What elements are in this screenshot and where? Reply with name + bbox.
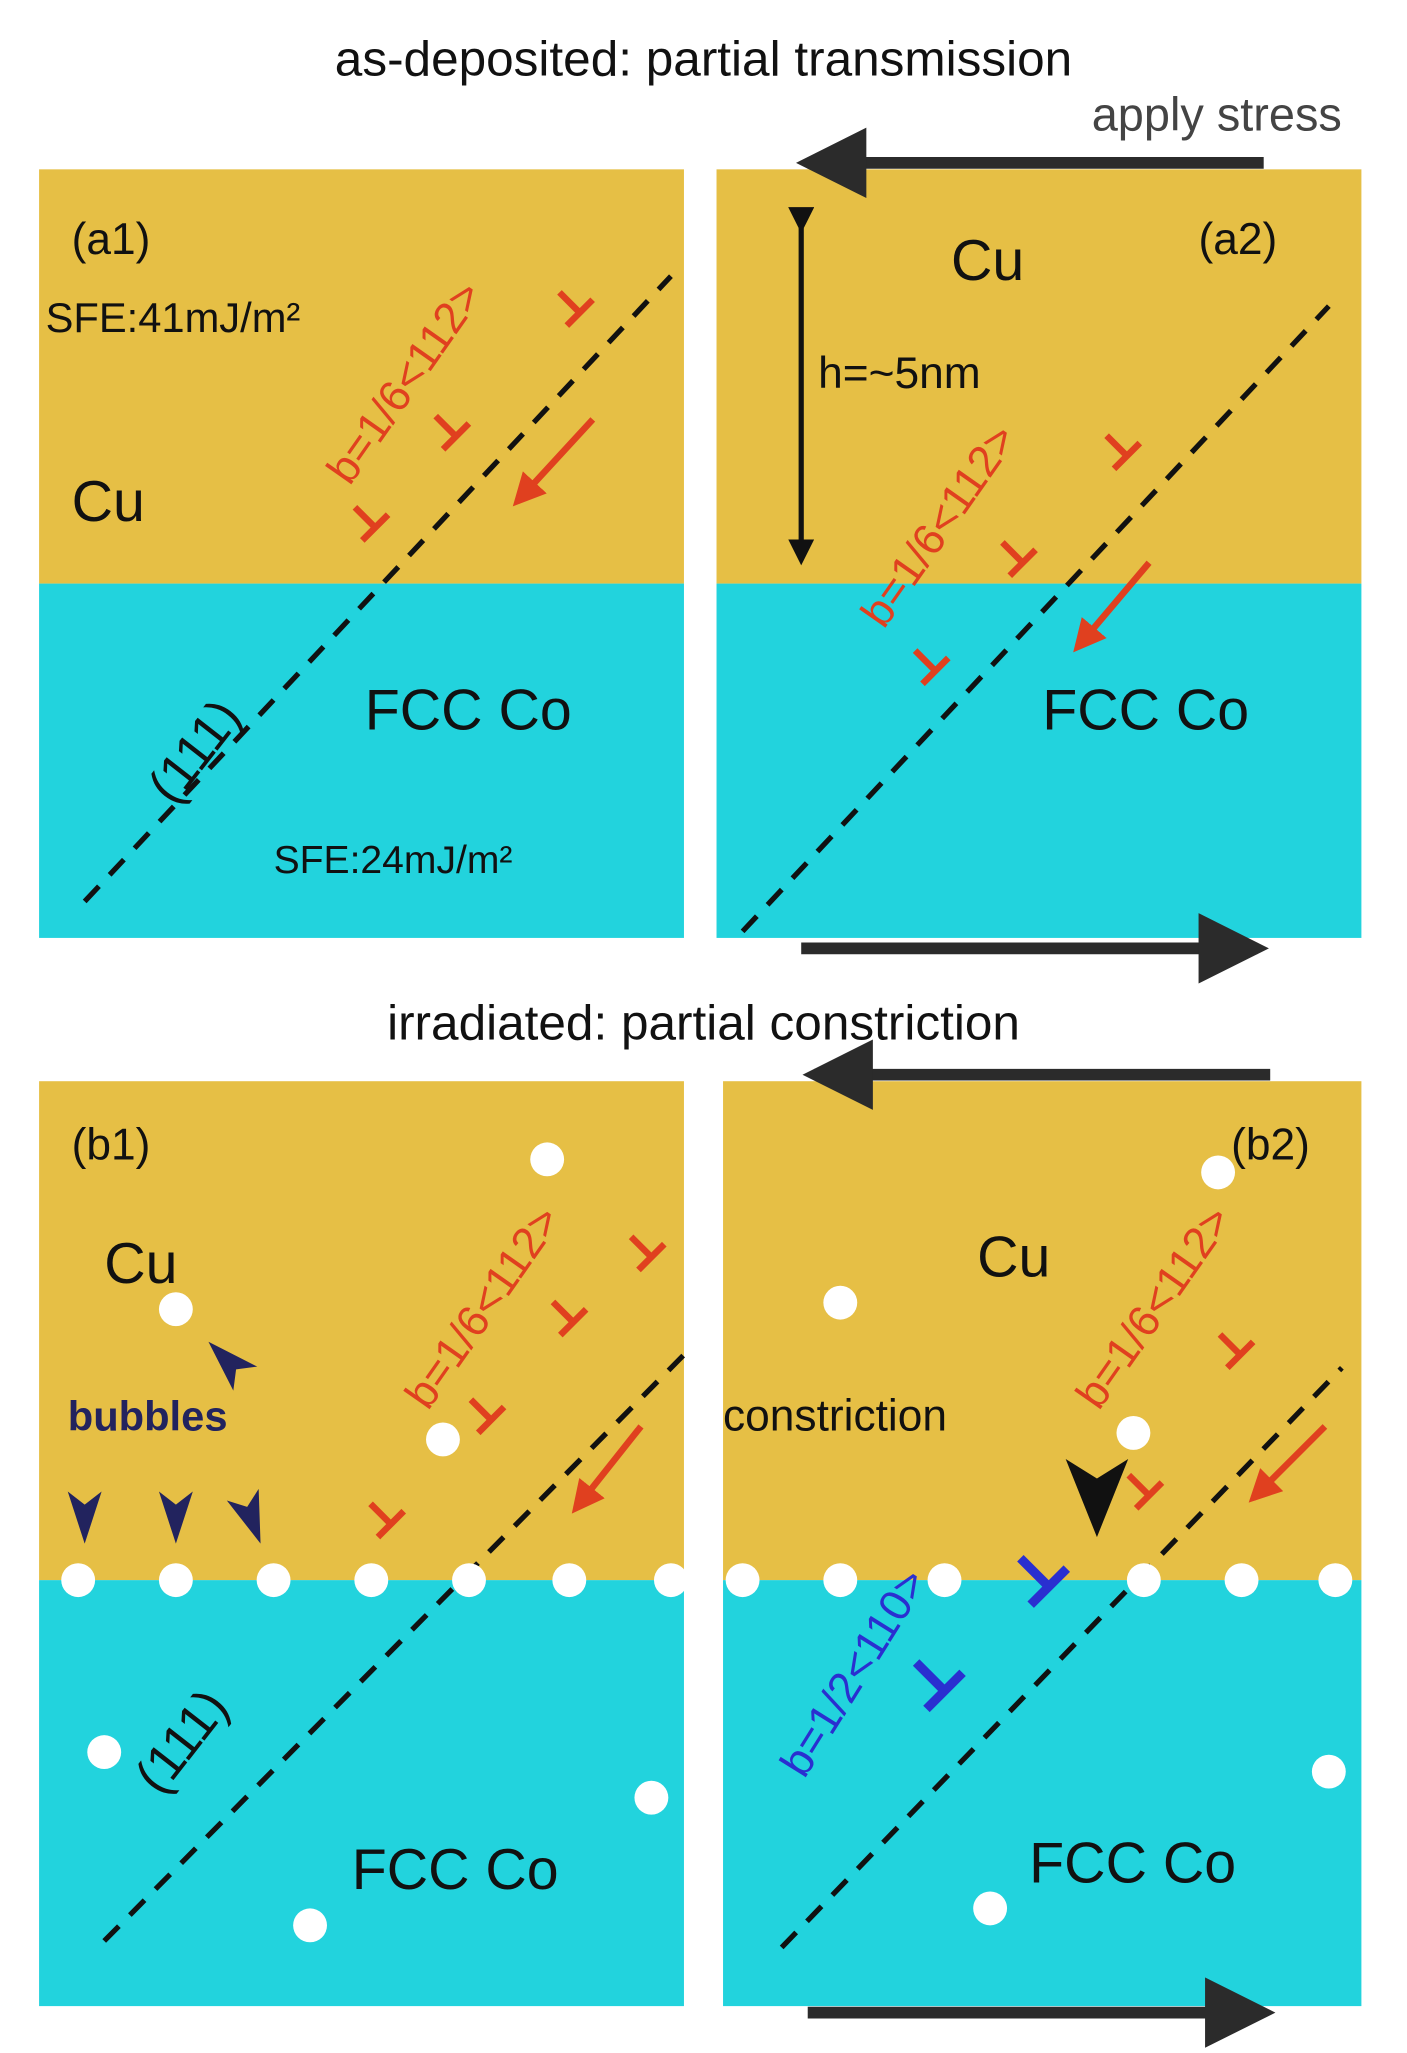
bubble bbox=[552, 1563, 587, 1598]
cu-label: Cu bbox=[104, 1232, 177, 1296]
co-label: FCC Co bbox=[352, 1838, 559, 1902]
bubble bbox=[653, 1563, 688, 1598]
co-layer bbox=[716, 583, 1362, 938]
bubble bbox=[1224, 1563, 1259, 1598]
co-layer bbox=[39, 583, 684, 938]
bubble bbox=[1116, 1415, 1151, 1450]
co-label: FCC Co bbox=[365, 678, 572, 742]
motion-arrow bbox=[1073, 560, 1152, 653]
pointer bbox=[67, 1491, 102, 1544]
bubble bbox=[452, 1563, 486, 1598]
dislocation bbox=[1000, 540, 1038, 578]
bubble bbox=[1311, 1754, 1346, 1789]
stress-label: apply stress bbox=[1092, 88, 1342, 140]
panel-label: (a2) bbox=[1199, 215, 1278, 264]
bubble bbox=[1318, 1563, 1353, 1598]
bubble bbox=[61, 1563, 96, 1598]
dislocation bbox=[352, 505, 391, 543]
bubble bbox=[256, 1563, 291, 1598]
dislocation bbox=[1217, 1332, 1256, 1370]
dislocation bbox=[1104, 433, 1143, 472]
bubble bbox=[927, 1563, 962, 1598]
slip-plane bbox=[102, 1352, 686, 1943]
sfe-label: SFE:24mJ/m² bbox=[274, 839, 513, 882]
dislocation bbox=[1017, 1555, 1071, 1608]
motion-arrow bbox=[571, 1424, 644, 1514]
cu-label: Cu bbox=[977, 1226, 1050, 1290]
bubble bbox=[354, 1563, 389, 1598]
dislocation bbox=[368, 1501, 407, 1540]
title: irradiated: partial constriction bbox=[387, 996, 1020, 1051]
bubble bbox=[973, 1891, 1008, 1926]
pointer bbox=[158, 1491, 193, 1544]
co-label: FCC Co bbox=[1042, 678, 1249, 742]
pointer bbox=[226, 1488, 261, 1544]
dislocation bbox=[433, 413, 472, 452]
pointer bbox=[1065, 1458, 1129, 1538]
sfe-label: SFE:41mJ/m² bbox=[46, 294, 301, 341]
panel-label: (b2) bbox=[1231, 1120, 1310, 1169]
bubble bbox=[158, 1563, 193, 1598]
bubble bbox=[823, 1285, 858, 1320]
dislocation bbox=[912, 1659, 966, 1713]
co-layer bbox=[723, 1580, 1362, 2007]
bubble bbox=[1126, 1563, 1161, 1598]
bubble bbox=[87, 1735, 122, 1770]
dislocation bbox=[550, 1299, 589, 1338]
dislocation bbox=[912, 648, 951, 687]
cu-label: Cu bbox=[72, 470, 145, 534]
co-label: FCC Co bbox=[1029, 1831, 1236, 1895]
cu-label: Cu bbox=[951, 229, 1024, 293]
cu-layer bbox=[716, 169, 1362, 584]
bubble bbox=[823, 1563, 858, 1598]
panel-label: (a1) bbox=[72, 215, 151, 264]
bubble bbox=[1201, 1155, 1236, 1190]
dislocation bbox=[1126, 1472, 1165, 1511]
motion-arrow bbox=[1248, 1424, 1328, 1503]
bubble bbox=[530, 1142, 565, 1177]
bubble bbox=[634, 1780, 669, 1815]
bubble bbox=[725, 1563, 760, 1598]
dislocation bbox=[557, 290, 595, 328]
bubble bbox=[293, 1908, 327, 1943]
motion-arrow bbox=[512, 417, 596, 507]
co-layer bbox=[39, 1580, 684, 2007]
dislocation bbox=[628, 1234, 667, 1273]
slip-plane bbox=[779, 1365, 1344, 1950]
constriction-label: constriction bbox=[723, 1391, 947, 1440]
panel-label: (b1) bbox=[72, 1120, 151, 1169]
bubbles-label: bubbles bbox=[68, 1392, 228, 1439]
title: as-deposited: partial transmission bbox=[335, 32, 1072, 87]
dislocation bbox=[468, 1397, 507, 1436]
height-label: h=~5nm bbox=[818, 349, 981, 398]
bubble bbox=[158, 1292, 193, 1327]
pointer bbox=[208, 1341, 258, 1391]
bubble bbox=[426, 1422, 460, 1457]
